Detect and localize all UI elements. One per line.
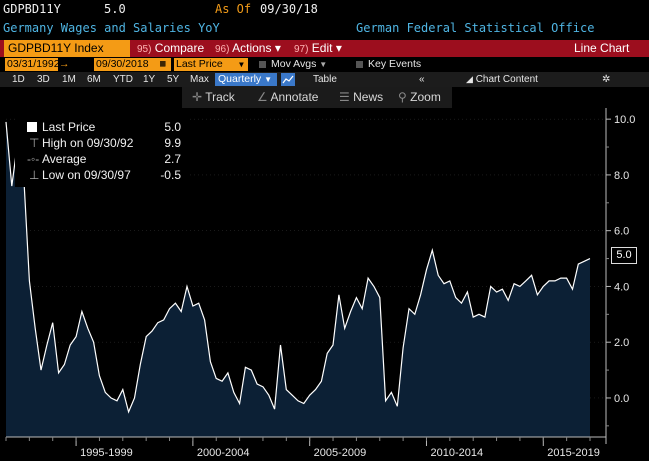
mov-avgs-label[interactable]: Mov Avgs ▼ — [271, 57, 327, 72]
chart-content-button[interactable]: ◢ Chart Content — [466, 72, 538, 87]
security-description: Germany Wages and Salaries YoY — [3, 21, 220, 35]
zoom-label: Zoom — [410, 90, 441, 104]
compare-label: Compare — [154, 41, 205, 55]
chart-type-label[interactable]: Line Chart — [574, 41, 630, 55]
start-date-field[interactable]: 03/31/1992 — [5, 58, 60, 71]
last-price-tag: 5.0 — [611, 247, 637, 264]
average-marker-icon: -◦- — [27, 152, 40, 166]
security-field[interactable]: GDPBD11Y Index — [4, 40, 130, 57]
x-tick-label: 2000-2004 — [197, 447, 250, 459]
zoom-tool[interactable]: ⚲ Zoom — [398, 88, 441, 107]
chart-content-label: Chart Content — [475, 74, 538, 85]
annotate-label: Annotate — [270, 90, 319, 104]
dropdown-arrow-icon: ▾ — [335, 41, 342, 55]
chevron-down-icon: ▼ — [239, 60, 244, 69]
line-chart-icon-glyph — [282, 75, 294, 84]
dropdown-arrow-icon: ▾ — [274, 41, 281, 55]
edit-button[interactable]: 97) Edit ▾ — [290, 40, 348, 57]
crosshair-icon: ✛ — [192, 90, 203, 104]
range-1m[interactable]: 1M — [62, 74, 76, 85]
legend-label-last-price: Last Price — [42, 120, 96, 134]
edit-number: 97) — [294, 44, 309, 55]
legend-value-average: 2.7 — [164, 152, 181, 166]
frequency-select[interactable]: Quarterly ▼ — [215, 73, 277, 86]
end-date-field[interactable]: 09/30/2018 — [94, 58, 171, 71]
x-tick-label: 2010-2014 — [430, 447, 483, 459]
as-of-date: 09/30/18 — [260, 2, 318, 16]
collapse-icon[interactable]: « — [419, 74, 425, 85]
news-tool[interactable]: ☰ News — [339, 88, 383, 107]
actions-label: Actions — [232, 41, 272, 55]
data-source: German Federal Statistical Office — [356, 21, 595, 35]
key-events-label[interactable]: Key Events — [368, 58, 422, 70]
price-field-value: Last Price — [176, 58, 223, 70]
y-tick-label: 0.0 — [614, 393, 629, 405]
y-tick-label: 10.0 — [614, 114, 635, 126]
edit-label: Edit — [311, 41, 333, 55]
compare-number: 95) — [137, 44, 152, 55]
frequency-value: Quarterly — [218, 73, 262, 85]
legend-value-last-price: 5.0 — [164, 120, 181, 134]
table-toggle[interactable]: Table — [313, 74, 337, 85]
mov-avgs-text: Mov Avgs — [271, 58, 317, 70]
actions-number: 96) — [215, 44, 230, 55]
price-field-select[interactable]: Last Price — [174, 58, 248, 71]
date-range-arrow-icon: → — [59, 58, 70, 70]
actions-button[interactable]: 96) Actions ▾ — [211, 40, 289, 57]
toolbar — [0, 40, 649, 57]
end-date-value: 09/30/2018 — [96, 58, 149, 70]
x-tick-label: 2005-2009 — [314, 447, 367, 459]
legend-label-low: Low on 09/30/97 — [42, 168, 131, 182]
range-6m[interactable]: 6M — [87, 74, 101, 85]
range-1y[interactable]: 1Y — [143, 74, 156, 85]
range-max[interactable]: Max — [190, 74, 209, 85]
chart-content-icon: ◢ — [466, 74, 473, 84]
track-label: Track — [205, 90, 235, 104]
legend-label-high: High on 09/30/92 — [42, 136, 134, 150]
x-tick-label: 2015-2019 — [547, 447, 600, 459]
track-tool[interactable]: ✛ Track — [192, 88, 235, 107]
key-events-checkbox[interactable] — [356, 61, 363, 68]
compare-button[interactable]: 95) Compare — [133, 40, 209, 57]
legend-label-average: Average — [42, 152, 87, 166]
news-label: News — [353, 90, 384, 104]
line-chart-icon[interactable] — [281, 73, 295, 86]
range-ytd[interactable]: YTD — [113, 74, 133, 85]
range-bar — [0, 72, 649, 87]
y-tick-label: 8.0 — [614, 170, 629, 182]
range-1d[interactable]: 1D — [12, 74, 25, 85]
y-tick-label: 2.0 — [614, 337, 629, 349]
high-marker-icon: ⊤ — [29, 136, 40, 150]
y-tick-label: 4.0 — [614, 281, 629, 293]
chart-legend: Last Price 5.0 ⊤ High on 09/30/92 9.9 -◦… — [15, 117, 189, 187]
annotate-tool[interactable]: ∠ Annotate — [257, 88, 318, 107]
mov-avgs-checkbox[interactable] — [259, 61, 266, 68]
x-tick-label: 1995-1999 — [80, 447, 133, 459]
as-of-label: As Of — [215, 2, 252, 16]
calendar-icon[interactable]: ▦ — [160, 59, 166, 69]
chevron-down-icon: ▼ — [319, 60, 328, 69]
series-line — [5, 121, 591, 414]
settings-gear-icon[interactable]: ✲ — [602, 74, 611, 85]
range-5y[interactable]: 5Y — [167, 74, 180, 85]
legend-swatch-last-price — [27, 122, 37, 132]
legend-value-high: 9.9 — [164, 136, 181, 150]
low-marker-icon: ⊥ — [29, 168, 40, 182]
ticker: GDPBD11Y — [3, 2, 61, 16]
legend-value-low: -0.5 — [160, 168, 181, 182]
magnifier-icon: ⚲ — [398, 90, 407, 104]
pencil-icon: ∠ — [257, 90, 268, 104]
chevron-down-icon: ▼ — [264, 75, 273, 84]
range-3d[interactable]: 3D — [37, 74, 50, 85]
last-value: 5.0 — [104, 2, 126, 16]
y-tick-label: 6.0 — [614, 226, 629, 238]
series-area — [6, 121, 590, 438]
news-icon: ☰ — [339, 90, 350, 104]
chart-tools-bar — [182, 87, 452, 108]
